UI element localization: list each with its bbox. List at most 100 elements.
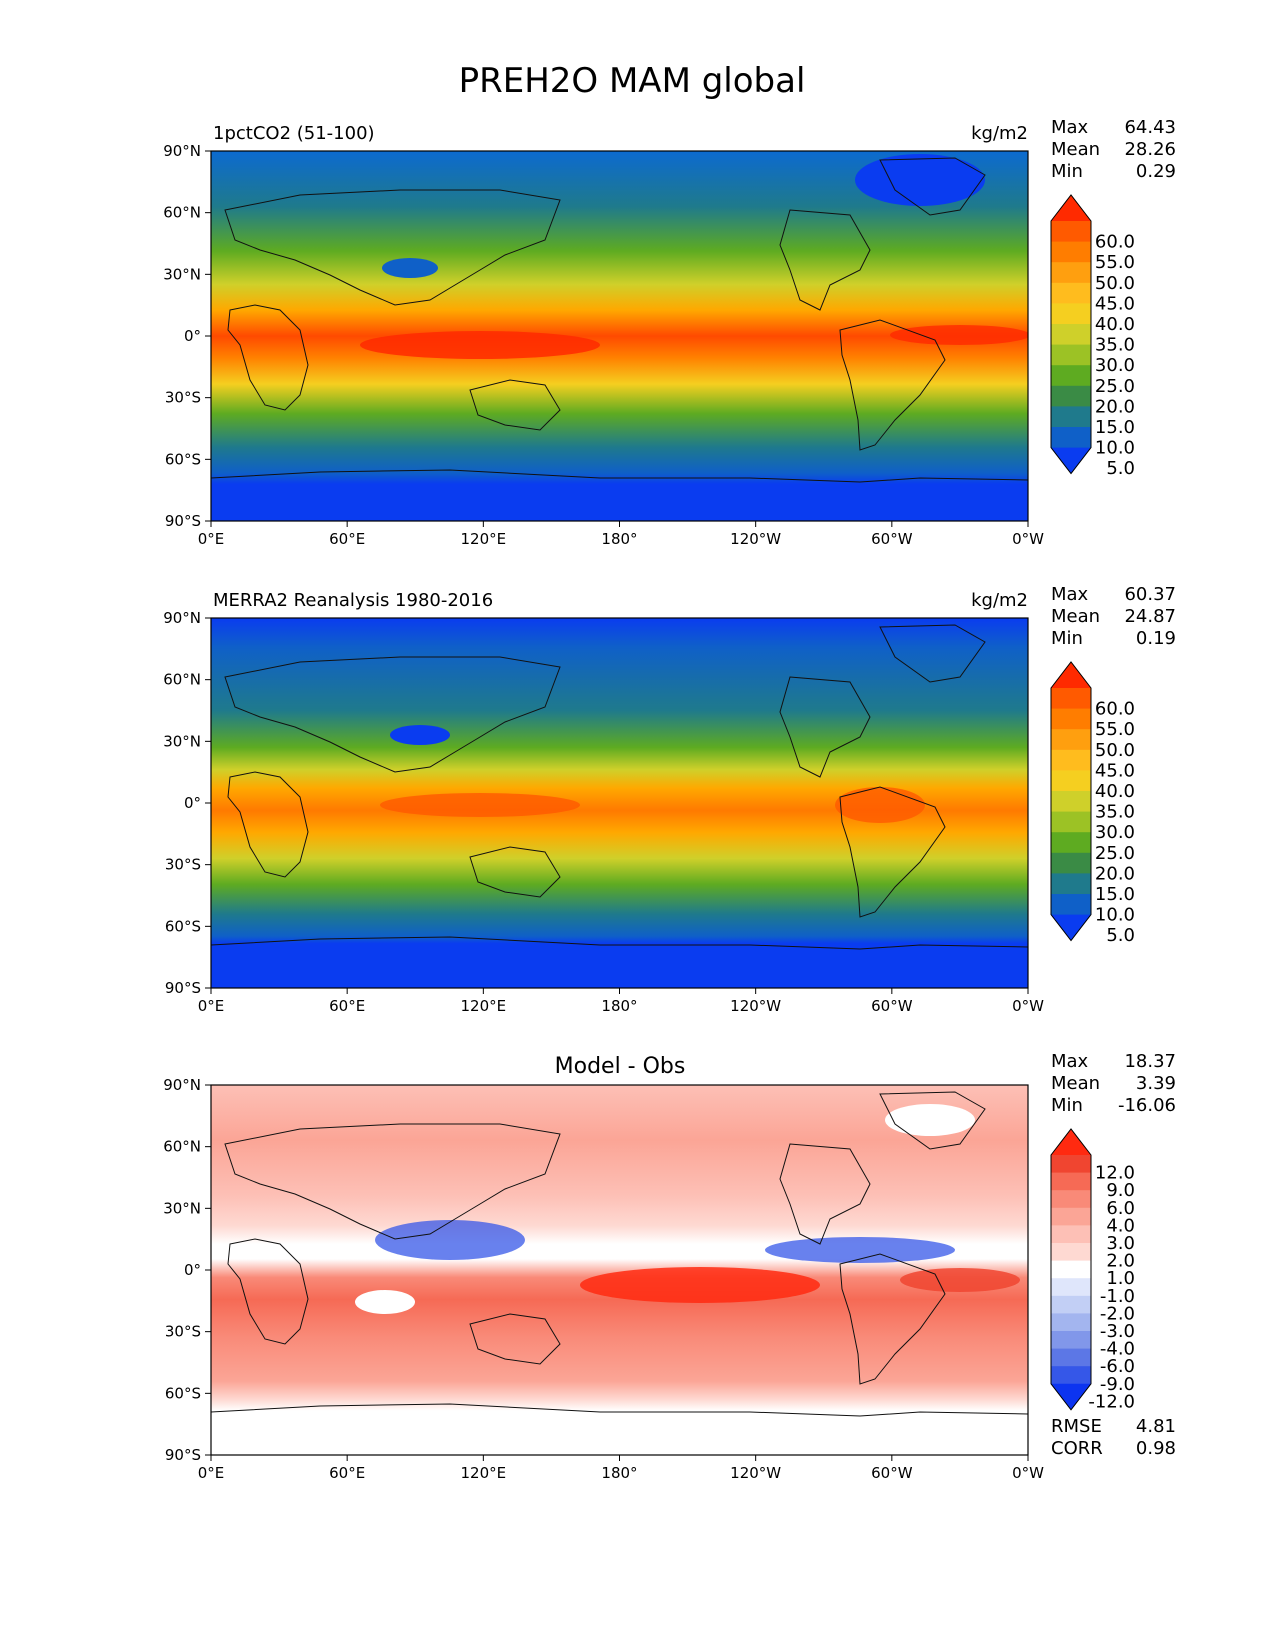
x-tick-label: 0°E <box>198 997 225 1015</box>
y-tick-label: 0° <box>184 794 201 812</box>
colorbar-tick-label: 6.0 <box>1106 1198 1135 1219</box>
stat-value: 64.43 <box>1124 117 1176 138</box>
x-tick-label: 120°E <box>461 997 507 1015</box>
y-tick-label: 90°S <box>165 512 201 530</box>
x-tick-label: 120°E <box>461 530 507 548</box>
panel-diff-stats: Max 18.37 Mean 3.39 Min -16.06 <box>1051 1051 1176 1116</box>
colorbar-tick-label: 50.0 <box>1095 273 1135 294</box>
colorbar-segment <box>1051 1172 1091 1191</box>
panel-model-yticks: 90°N 60°N 30°N 0° 30°S 60°S 90°S <box>163 142 211 530</box>
colorbar-segment <box>1051 303 1091 325</box>
x-tick-label: 60°W <box>871 530 913 548</box>
y-tick-label: 30°N <box>163 265 201 283</box>
panel-obs-yticks: 90°N 60°N 30°N 0° 30°S 60°S 90°S <box>163 609 211 997</box>
model-greenland-blob <box>855 154 985 206</box>
stat-label: Max <box>1051 117 1089 138</box>
colorbar-segment <box>1051 811 1091 833</box>
panel-diff-xticks: 0°E 60°E 120°E 180° 120°W 60°W 0°W <box>198 1455 1044 1482</box>
colorbar-segment <box>1051 1295 1091 1314</box>
x-tick-label: 60°E <box>329 530 365 548</box>
stat-value: -16.06 <box>1118 1095 1176 1116</box>
y-tick-label: 30°S <box>165 1323 201 1341</box>
colorbar-tick-label: 12.0 <box>1095 1163 1135 1184</box>
y-tick-label: 90°S <box>165 979 201 997</box>
colorbar-extend-max <box>1051 1129 1091 1155</box>
obs-amazon-blob <box>835 787 925 823</box>
stat-label: Mean <box>1051 1073 1100 1094</box>
colorbar-extend-min <box>1051 447 1091 474</box>
panel-model: 1pctCO2 (51-100) kg/m2 0°E 60°E 120°E 180° 1… <box>163 117 1176 548</box>
colorbar-tick-label: 55.0 <box>1095 252 1135 273</box>
y-tick-label: 30°N <box>163 732 201 750</box>
panel-diff-metrics: RMSE 4.81 CORR 0.98 <box>1051 1416 1176 1459</box>
x-tick-label: 0°W <box>1012 997 1044 1015</box>
stat-label: Min <box>1051 628 1083 649</box>
panel-obs: MERRA2 Reanalysis 1980-2016 kg/m2 0°E 60°… <box>163 584 1176 1015</box>
colorbar-tick-label: -6.0 <box>1100 1356 1135 1377</box>
x-tick-label: 60°E <box>329 997 365 1015</box>
colorbar-segment <box>1051 406 1091 428</box>
colorbar-extend-min <box>1051 1383 1091 1410</box>
colorbar-tick-label: 25.0 <box>1095 843 1135 864</box>
colorbar-segment <box>1051 282 1091 304</box>
y-tick-label: 60°N <box>163 671 201 689</box>
diff-atlantic-red-blob <box>900 1268 1020 1292</box>
obs-coastlines <box>211 624 1028 950</box>
panel-obs-xticks: 0°E 60°E 120°E 180° 120°W 60°W 0°W <box>198 988 1044 1015</box>
colorbar-segment <box>1051 770 1091 792</box>
stat-label: Max <box>1051 1051 1089 1072</box>
x-tick-label: 0°E <box>198 530 225 548</box>
model-atlantic-blob <box>890 325 1028 345</box>
panel-model-title: 1pctCO2 (51-100) <box>213 123 375 144</box>
colorbar-tick-label: 10.0 <box>1095 438 1135 459</box>
x-tick-label: 120°W <box>730 1464 781 1482</box>
diff-east-pacific-blue-blob <box>765 1237 955 1263</box>
colorbar-segment <box>1051 708 1091 730</box>
colorbar-segment <box>1051 344 1091 366</box>
x-tick-label: 60°W <box>871 997 913 1015</box>
colorbar-segment <box>1051 1366 1091 1385</box>
stat-label: Max <box>1051 584 1089 605</box>
y-tick-label: 90°S <box>165 1446 201 1464</box>
metric-value: 0.98 <box>1136 1438 1176 1459</box>
colorbar-tick-label: -9.0 <box>1100 1374 1135 1395</box>
stat-value: 28.26 <box>1124 139 1176 160</box>
metric-label: CORR <box>1051 1438 1103 1459</box>
colorbar-tick-label: 1.0 <box>1106 1268 1135 1289</box>
x-tick-label: 180° <box>601 530 637 548</box>
model-coastlines <box>211 157 1028 483</box>
colorbar-outline <box>1050 194 1092 475</box>
colorbar-tick-label: 4.0 <box>1106 1215 1135 1236</box>
diff-south-indian-white-blob <box>355 1290 415 1314</box>
diff-pacific-red-blob <box>580 1267 820 1303</box>
x-tick-label: 120°W <box>730 530 781 548</box>
colorbar-tick-label: 20.0 <box>1095 396 1135 417</box>
y-tick-label: 60°N <box>163 204 201 222</box>
y-tick-label: 30°N <box>163 1199 201 1217</box>
colorbar-segment <box>1051 832 1091 854</box>
y-tick-label: 90°N <box>163 609 201 627</box>
panel-diff-field <box>211 1085 1028 1455</box>
colorbar-tick-label: 3.0 <box>1106 1233 1135 1254</box>
colorbar-tick-label: 30.0 <box>1095 355 1135 376</box>
colorbar-segment <box>1051 221 1091 243</box>
colorbar-tick-label: 35.0 <box>1095 802 1135 823</box>
colorbar-segment <box>1051 852 1091 874</box>
colorbar-segment <box>1051 241 1091 263</box>
y-tick-label: 90°N <box>163 142 201 160</box>
x-tick-label: 60°E <box>329 1464 365 1482</box>
y-tick-label: 0° <box>184 327 201 345</box>
model-warm-pool-blob <box>360 331 600 359</box>
stat-label: Min <box>1051 1095 1083 1116</box>
colorbar-segment <box>1051 1278 1091 1297</box>
model-tibet-blob <box>382 258 438 278</box>
colorbar-segment <box>1051 1331 1091 1350</box>
colorbar-segment <box>1051 262 1091 284</box>
colorbar-tick-label: 20.0 <box>1095 863 1135 884</box>
colorbar-tick-label: -2.0 <box>1100 1303 1135 1324</box>
figure-title: PREH2O MAM global <box>459 61 806 101</box>
panel-diff-yticks: 90°N 60°N 30°N 0° 30°S 60°S 90°S <box>163 1076 211 1464</box>
x-tick-label: 180° <box>601 997 637 1015</box>
colorbar-segment <box>1051 791 1091 813</box>
colorbar-tick-label: -12.0 <box>1088 1391 1135 1412</box>
